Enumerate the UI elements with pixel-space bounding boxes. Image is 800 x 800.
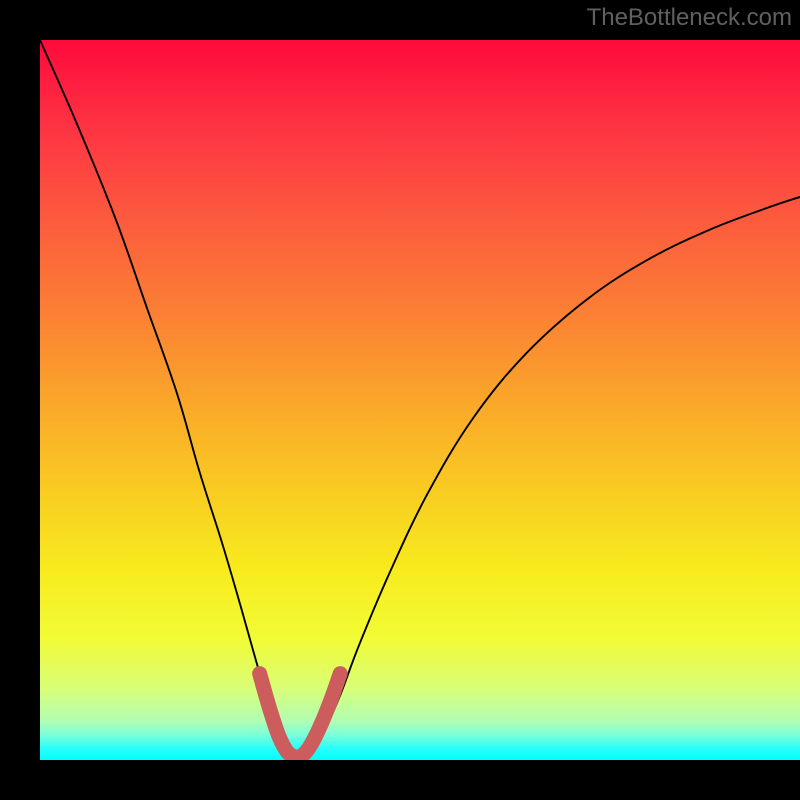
gradient-background: [40, 40, 800, 760]
watermark-text: TheBottleneck.com: [587, 4, 792, 32]
chart-svg: [40, 40, 800, 760]
plot-area: [40, 40, 800, 760]
